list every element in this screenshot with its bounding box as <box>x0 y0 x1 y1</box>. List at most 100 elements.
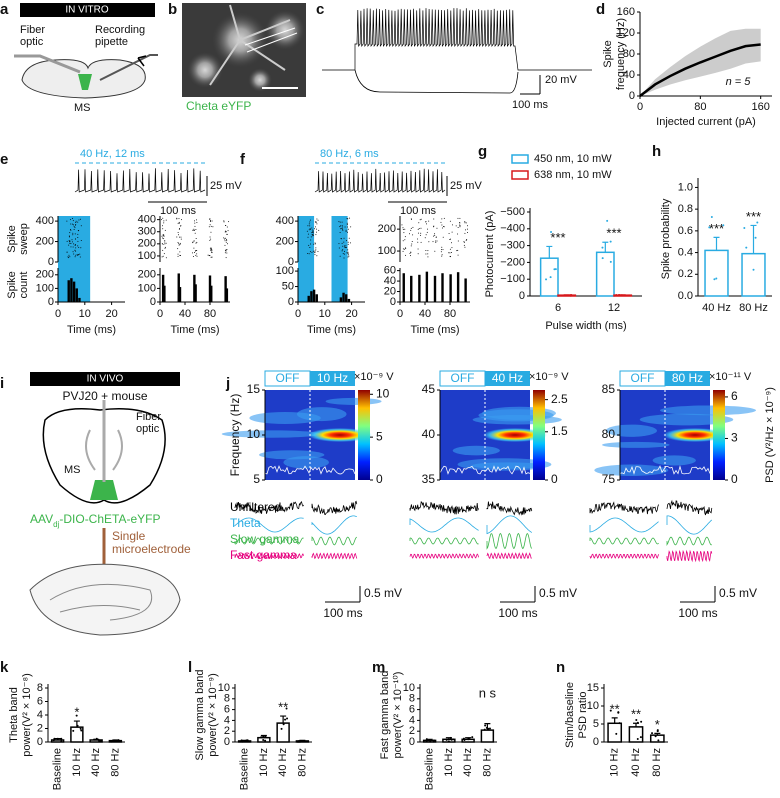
raster-dot <box>318 229 320 231</box>
raster-dot <box>403 248 405 250</box>
raster-dot <box>77 236 79 238</box>
bar <box>649 734 665 743</box>
voltage-trace <box>322 8 592 71</box>
x-tick-label: 40 <box>179 308 191 320</box>
spectrogram-band <box>457 458 552 471</box>
raster-dot <box>346 217 348 219</box>
data-point <box>52 739 55 742</box>
raster-dot <box>71 239 73 241</box>
raster-dot <box>211 249 213 251</box>
y-axis-label: Theta band <box>8 687 20 743</box>
raster-dot <box>311 251 313 253</box>
data-point <box>617 294 620 297</box>
significance: ** <box>610 701 620 716</box>
condition-box <box>310 371 355 386</box>
raster-dot <box>427 228 429 230</box>
raster-dot <box>196 255 198 257</box>
raster-dot <box>457 217 459 219</box>
raster-dot <box>417 248 419 250</box>
histogram-bar <box>225 288 229 302</box>
panel-letter: k <box>0 659 9 676</box>
bar <box>628 726 644 743</box>
raster-dot <box>160 219 162 221</box>
raster-dot <box>225 249 227 251</box>
raster-dot <box>67 256 69 258</box>
raster-dot <box>464 221 466 223</box>
raster-dot <box>312 235 314 237</box>
x-tick-label: Baseline <box>239 748 251 790</box>
error-bar <box>654 732 661 736</box>
raster-dot <box>340 225 342 227</box>
x-tick-label: Baseline <box>52 748 64 790</box>
colorbar-tick-label: 0 <box>731 472 738 486</box>
raster-dot <box>165 257 167 259</box>
ms-region <box>90 480 118 500</box>
data-point <box>635 718 638 721</box>
scale-label: 100 ms <box>498 606 537 620</box>
raster-dot <box>314 243 316 245</box>
virus-part: AAV <box>30 512 53 526</box>
raster-dot <box>309 219 311 221</box>
x-axis-label: Time (ms) <box>307 324 356 336</box>
stim-label: 40 Hz, 12 ms <box>80 148 145 160</box>
histogram-bar <box>224 276 227 302</box>
y-tick-label: 0 <box>409 736 415 748</box>
spectrogram-band <box>659 405 756 416</box>
raster-dot <box>310 236 312 238</box>
power-trace <box>619 465 711 475</box>
y-tick-label: 200 <box>36 269 54 281</box>
histogram-bar <box>161 274 165 302</box>
raster-dot <box>441 218 443 220</box>
data-point <box>561 294 564 297</box>
data-point <box>285 707 288 710</box>
cell-glow <box>248 68 272 92</box>
scale-label: 20 mV <box>545 74 577 86</box>
raster-dot <box>314 254 316 256</box>
panel-letter: l <box>188 659 192 676</box>
raster-dot <box>339 226 341 228</box>
raster-dot <box>450 256 452 258</box>
bar <box>595 251 615 297</box>
x-tick-label: 80 <box>694 101 706 113</box>
spectrogram-band <box>221 430 321 438</box>
raster-dot <box>314 250 316 252</box>
raster-dot <box>316 218 318 220</box>
raster-dot <box>226 233 228 235</box>
fiber <box>14 54 81 74</box>
light-window <box>298 216 315 302</box>
raster-dot <box>315 247 317 249</box>
y-tick-label: 300 <box>138 226 156 238</box>
raster-dot <box>193 247 195 249</box>
voltage-trace <box>74 168 206 193</box>
raster-dot <box>343 250 345 252</box>
y-tick-label: 0 <box>48 256 54 268</box>
spectrogram-hotspot <box>663 428 727 442</box>
raster-dot <box>225 241 227 243</box>
y-tick-label: 6 <box>37 695 43 707</box>
raster-dot <box>178 218 180 220</box>
raster-dot <box>308 223 310 225</box>
data-point <box>752 268 755 271</box>
raster-dot <box>308 244 310 246</box>
raster-dot <box>71 223 73 225</box>
histogram-bar <box>449 274 452 302</box>
raster-dot <box>307 225 309 227</box>
histogram-bar <box>312 289 316 302</box>
y-tick-label: 20 <box>384 285 396 297</box>
raster-dot <box>194 232 196 234</box>
raster-dot <box>178 227 180 229</box>
raster-dot <box>163 222 165 224</box>
x-tick-label: 6 <box>555 302 561 314</box>
raster-dot <box>425 221 427 223</box>
raster-dot <box>405 254 407 256</box>
lfp-trace <box>486 552 532 560</box>
raster-dot <box>162 237 164 239</box>
raster-dot <box>459 217 461 219</box>
raster-dot <box>209 247 211 249</box>
x-tick-label: 80 <box>444 308 456 320</box>
data-point <box>618 722 621 725</box>
data-point <box>656 730 659 733</box>
raster-dot <box>463 244 465 246</box>
y-tick-label: 2 <box>37 722 43 734</box>
label: optic <box>20 36 44 48</box>
